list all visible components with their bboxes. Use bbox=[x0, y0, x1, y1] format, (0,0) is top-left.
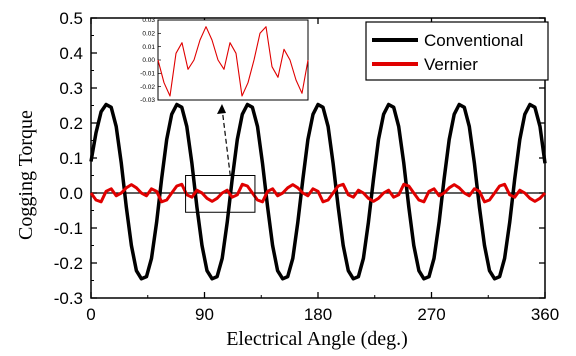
series-line-conventional bbox=[89, 102, 547, 281]
y-tick-label: 0.1 bbox=[59, 149, 83, 168]
y-tick-label: -0.2 bbox=[54, 254, 83, 273]
inset-y-tick-label: -0.01 bbox=[140, 71, 155, 78]
inset-frame bbox=[157, 19, 309, 101]
x-axis-title: Electrical Angle (deg.) bbox=[226, 328, 408, 350]
inset-y-tick-label: 0.00 bbox=[142, 57, 155, 64]
x-tick-label: 90 bbox=[195, 305, 214, 324]
x-tick-label: 180 bbox=[304, 305, 332, 324]
inset-series-line bbox=[157, 26, 309, 97]
y-tick-label: 0.5 bbox=[59, 9, 83, 28]
y-tick-label: 0.2 bbox=[59, 114, 83, 133]
legend-label-vernier: Vernier bbox=[424, 55, 478, 74]
legend: Conventional Vernier bbox=[365, 21, 549, 81]
x-tick-label: 270 bbox=[417, 305, 445, 324]
zoom-box bbox=[185, 175, 256, 213]
x-tick-label: 360 bbox=[531, 305, 559, 324]
inset-y-tick-label: 0.03 bbox=[142, 17, 155, 24]
inset-y-tick-label: 0.01 bbox=[142, 44, 155, 51]
main-plot: 0 90 180 270 360 -0.3 -0.2 -0.1 0.0 0.1 0.2 0.3 0.4 0… bbox=[54, 9, 559, 324]
zoom-arrow bbox=[221, 107, 231, 176]
inset-y-tick-label: -0.02 bbox=[140, 84, 155, 91]
y-axis-title: Cogging Torque bbox=[15, 110, 37, 240]
x-tick-label: 0 bbox=[86, 305, 95, 324]
y-tick-label: 0.0 bbox=[59, 184, 83, 203]
inset-y-tick-label: -0.03 bbox=[140, 97, 155, 104]
zoom-arrow-head bbox=[217, 104, 226, 114]
inset-y-tick-label: 0.02 bbox=[142, 31, 155, 38]
y-tick-label: 0.3 bbox=[59, 79, 83, 98]
series-line-vernier bbox=[89, 182, 547, 204]
y-tick-label: -0.1 bbox=[54, 219, 83, 238]
legend-label-conventional: Conventional bbox=[424, 31, 523, 50]
legend-box bbox=[365, 21, 549, 81]
inset-plot: 0.03 0.02 0.01 0.00 -0.01 -0.02 -0.03 bbox=[140, 17, 309, 104]
y-tick-label: -0.3 bbox=[54, 289, 83, 308]
y-tick-label: 0.4 bbox=[59, 44, 83, 63]
